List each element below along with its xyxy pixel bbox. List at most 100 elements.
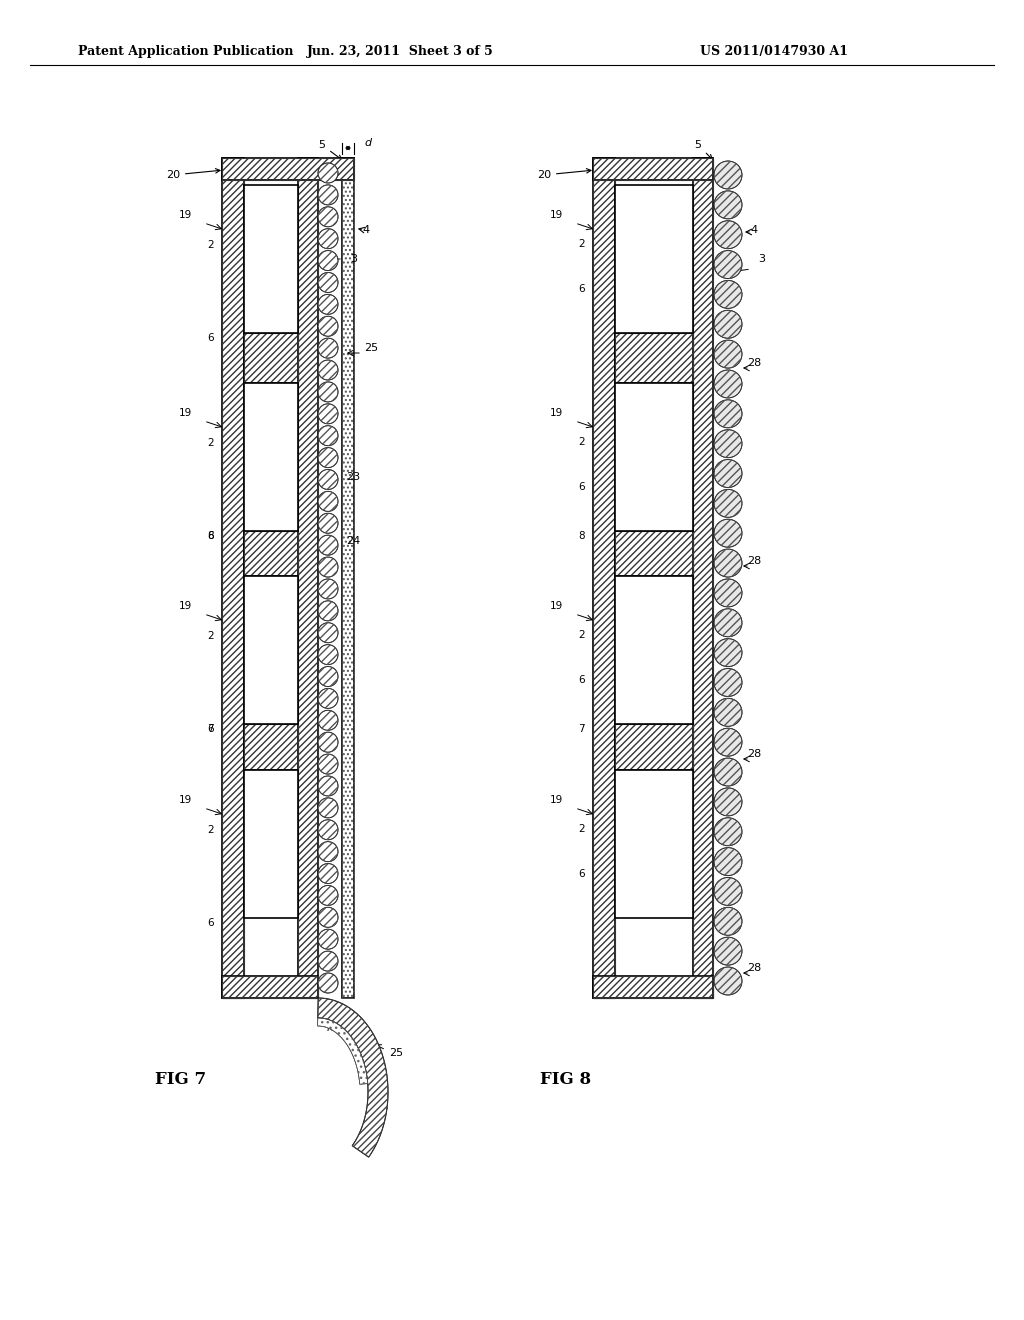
- Circle shape: [318, 381, 338, 401]
- Text: h: h: [327, 1023, 334, 1034]
- Text: 2: 2: [208, 240, 214, 249]
- Text: 2: 2: [579, 239, 585, 249]
- Circle shape: [714, 430, 742, 458]
- Polygon shape: [317, 998, 388, 1158]
- Text: 5: 5: [318, 140, 342, 160]
- Text: FIG 7: FIG 7: [155, 1072, 206, 1089]
- Text: 8: 8: [208, 531, 214, 541]
- Bar: [593, 158, 615, 998]
- Text: 3: 3: [350, 253, 357, 264]
- Text: 2: 2: [208, 438, 214, 447]
- Bar: [593, 975, 713, 998]
- Text: 6: 6: [208, 531, 214, 541]
- Text: 6: 6: [579, 284, 585, 293]
- Text: 19: 19: [550, 795, 563, 805]
- Circle shape: [714, 639, 742, 667]
- Text: 6: 6: [579, 869, 585, 879]
- Circle shape: [318, 929, 338, 949]
- Circle shape: [318, 470, 338, 490]
- Bar: [593, 158, 713, 180]
- Bar: [244, 576, 298, 723]
- Bar: [222, 158, 244, 998]
- Text: FIG 8: FIG 8: [540, 1072, 591, 1089]
- Circle shape: [318, 644, 338, 665]
- Text: 4: 4: [750, 224, 757, 235]
- Circle shape: [714, 220, 742, 248]
- Text: 28: 28: [746, 358, 761, 368]
- Bar: [615, 531, 693, 576]
- Circle shape: [714, 579, 742, 607]
- Circle shape: [318, 207, 338, 227]
- Bar: [244, 770, 298, 917]
- Circle shape: [714, 968, 742, 995]
- Text: 20: 20: [166, 169, 220, 180]
- Bar: [298, 158, 318, 998]
- Circle shape: [714, 609, 742, 636]
- Bar: [244, 333, 298, 383]
- Circle shape: [714, 310, 742, 338]
- Text: 24: 24: [374, 1104, 388, 1113]
- Bar: [615, 383, 693, 531]
- Bar: [342, 158, 354, 998]
- Text: 8: 8: [579, 531, 585, 541]
- Text: 7: 7: [208, 723, 214, 734]
- Text: 2: 2: [208, 825, 214, 836]
- Bar: [593, 158, 713, 180]
- Bar: [342, 158, 354, 998]
- Circle shape: [318, 426, 338, 446]
- Text: 5: 5: [694, 140, 712, 160]
- Circle shape: [318, 733, 338, 752]
- Circle shape: [714, 251, 742, 279]
- Text: 25: 25: [389, 1048, 403, 1059]
- Circle shape: [318, 820, 338, 840]
- Circle shape: [714, 937, 742, 965]
- Circle shape: [714, 400, 742, 428]
- Circle shape: [318, 447, 338, 467]
- Circle shape: [714, 161, 742, 189]
- Bar: [615, 333, 693, 383]
- Circle shape: [318, 535, 338, 556]
- Bar: [693, 158, 713, 998]
- Circle shape: [318, 162, 338, 183]
- Circle shape: [714, 341, 742, 368]
- Circle shape: [318, 973, 338, 993]
- Circle shape: [714, 668, 742, 697]
- Bar: [244, 333, 298, 383]
- Circle shape: [318, 886, 338, 906]
- Bar: [222, 158, 354, 180]
- Bar: [244, 723, 298, 770]
- Text: 6: 6: [579, 675, 585, 685]
- Circle shape: [714, 280, 742, 309]
- Circle shape: [318, 491, 338, 511]
- Circle shape: [714, 191, 742, 219]
- Circle shape: [714, 490, 742, 517]
- Bar: [298, 158, 318, 998]
- Circle shape: [318, 710, 338, 730]
- Circle shape: [318, 513, 338, 533]
- Text: 19: 19: [550, 210, 563, 220]
- Text: 6: 6: [208, 723, 214, 734]
- Text: 24: 24: [346, 536, 360, 546]
- Bar: [222, 975, 318, 998]
- Bar: [222, 158, 354, 180]
- Text: Patent Application Publication: Patent Application Publication: [78, 45, 294, 58]
- Circle shape: [318, 185, 338, 205]
- Text: 2: 2: [579, 630, 585, 640]
- Circle shape: [318, 294, 338, 314]
- Bar: [244, 723, 298, 770]
- Text: 19: 19: [179, 601, 193, 611]
- Circle shape: [318, 338, 338, 358]
- Circle shape: [318, 251, 338, 271]
- Text: 28: 28: [746, 556, 761, 566]
- Bar: [244, 531, 298, 576]
- Circle shape: [318, 228, 338, 248]
- Bar: [593, 158, 615, 998]
- Text: 2: 2: [208, 631, 214, 642]
- Circle shape: [714, 847, 742, 875]
- Circle shape: [318, 623, 338, 643]
- Bar: [222, 158, 244, 998]
- Bar: [244, 383, 298, 531]
- Circle shape: [318, 557, 338, 577]
- Text: 2: 2: [579, 824, 585, 834]
- Circle shape: [318, 317, 338, 337]
